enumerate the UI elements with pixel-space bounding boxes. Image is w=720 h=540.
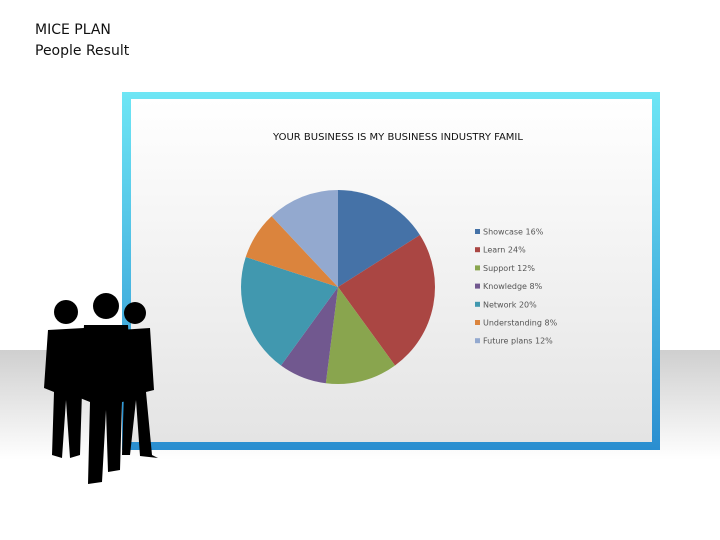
pie-slice — [241, 257, 338, 366]
pie-slice — [338, 235, 436, 366]
pie-slice — [245, 216, 338, 287]
slide-title: MICE PLAN — [35, 22, 111, 38]
pie-slice — [280, 287, 338, 384]
chart-title: YOUR BUSINESS IS MY BUSINESS INDUSTRY FA… — [272, 132, 523, 143]
legend-label: Learn 24% — [483, 246, 526, 255]
legend-swatch — [475, 247, 480, 253]
pie-slice — [338, 189, 420, 287]
legend-swatch — [475, 265, 480, 271]
legend-label: Future plans 12% — [483, 337, 553, 346]
legend-swatch — [475, 229, 480, 234]
legend-label: Understanding 8% — [483, 319, 558, 328]
legend-label: Showcase 16% — [483, 228, 544, 237]
legend-swatch — [475, 283, 480, 289]
legend-swatch — [475, 338, 480, 344]
legend-swatch — [475, 320, 480, 325]
legend-label: Support 12% — [483, 264, 535, 273]
pie-slice — [325, 287, 396, 385]
silhouettes — [44, 293, 158, 484]
slide-subtitle: People Result — [35, 43, 130, 59]
legend-label: Network 20% — [483, 300, 537, 309]
legend-label: Knowledge 8% — [483, 282, 543, 291]
pie-slice — [271, 190, 338, 287]
legend-swatch — [475, 301, 480, 307]
